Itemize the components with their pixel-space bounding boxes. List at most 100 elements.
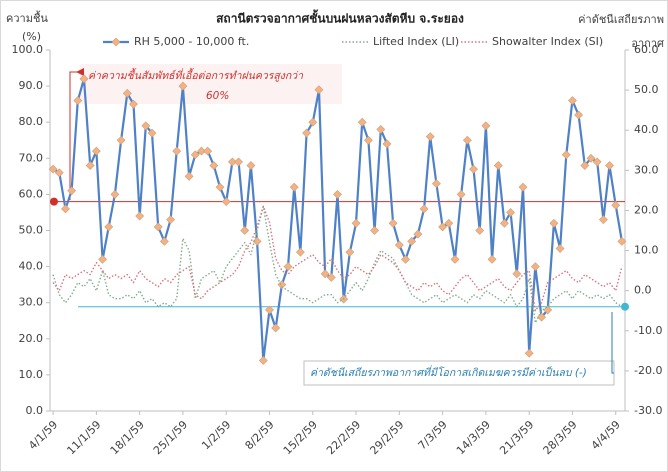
data-point xyxy=(184,171,194,181)
data-point xyxy=(85,161,95,170)
data-point xyxy=(246,161,256,170)
data-point xyxy=(555,244,565,253)
y2-tick-label: 60.0 xyxy=(634,43,659,56)
data-point xyxy=(598,215,608,225)
data-point xyxy=(197,146,206,156)
data-point xyxy=(215,182,225,192)
data-point xyxy=(61,204,70,214)
y2-tick-label: 10.0 xyxy=(634,244,659,257)
data-point xyxy=(388,218,398,228)
data-point xyxy=(487,254,497,264)
data-point xyxy=(561,150,571,160)
data-point xyxy=(549,218,559,228)
annotation: ค่าความชื้นสัมพัทธ์ที่เอื้อต่อการทำฝนควร… xyxy=(88,67,304,82)
data-point xyxy=(48,164,58,174)
legend-label: Lifted Index (LI) xyxy=(373,35,459,48)
data-point xyxy=(314,85,324,95)
series-line xyxy=(52,205,623,312)
data-point xyxy=(122,88,132,98)
chart-title: สถานีตรวจอากาศชั้นบนฝนหลวงสัตหีบ จ.ระยอง xyxy=(216,9,464,26)
data-point xyxy=(611,200,621,210)
data-point xyxy=(537,312,546,322)
data-point xyxy=(308,117,318,127)
data-point xyxy=(530,262,540,272)
data-point xyxy=(574,110,584,120)
data-point xyxy=(326,273,336,282)
data-point xyxy=(320,269,330,279)
data-point xyxy=(234,157,243,167)
data-point xyxy=(363,135,373,145)
y2-tick-label: -10.0 xyxy=(634,324,662,337)
data-point xyxy=(141,121,151,131)
data-point xyxy=(370,226,380,235)
annotation-box xyxy=(80,64,342,104)
annotation-connector xyxy=(611,312,614,374)
data-point xyxy=(104,222,114,232)
data-point xyxy=(580,161,590,170)
data-point xyxy=(240,226,250,235)
data-point xyxy=(135,211,145,221)
data-point xyxy=(252,236,262,246)
y-tick-label: 20.0 xyxy=(19,332,44,345)
y-tick-label: 30.0 xyxy=(19,296,44,309)
y-tick-label: 80.0 xyxy=(19,115,44,128)
data-point xyxy=(568,96,577,105)
data-point xyxy=(469,164,478,174)
series-line xyxy=(52,205,623,324)
data-point xyxy=(425,132,435,142)
data-point xyxy=(586,153,596,163)
annotation-arrow xyxy=(76,68,84,76)
data-point xyxy=(438,222,448,232)
data-point xyxy=(277,280,287,290)
y-tick-label: 70.0 xyxy=(19,151,44,164)
data-point xyxy=(617,236,627,246)
data-point xyxy=(178,81,188,91)
y2-tick-label: 30.0 xyxy=(634,163,659,176)
data-point xyxy=(258,356,268,365)
data-point xyxy=(98,254,107,264)
y-axis-title: ความชื้น xyxy=(6,10,48,25)
data-point xyxy=(271,323,281,333)
annotation: 60% xyxy=(206,90,229,102)
data-point xyxy=(91,146,101,156)
data-point xyxy=(302,128,312,138)
data-point xyxy=(166,215,175,225)
y2-tick-label: 0.0 xyxy=(634,284,652,297)
data-point xyxy=(518,182,528,192)
data-point xyxy=(407,236,417,246)
data-point xyxy=(413,229,423,239)
y-tick-label: 90.0 xyxy=(19,79,44,92)
reference-dot xyxy=(50,197,58,206)
data-point xyxy=(265,305,274,315)
data-point xyxy=(159,236,169,246)
data-point xyxy=(605,161,614,170)
data-point xyxy=(172,146,182,156)
y-tick-label: 40.0 xyxy=(19,260,44,273)
data-point xyxy=(592,157,602,167)
data-point xyxy=(333,189,342,199)
data-point xyxy=(73,96,83,105)
data-point xyxy=(394,240,404,250)
data-point xyxy=(432,179,441,188)
data-point xyxy=(67,186,77,196)
data-point xyxy=(382,139,392,149)
y-tick-label: 10.0 xyxy=(19,368,44,381)
legend-marker xyxy=(111,37,121,47)
data-point xyxy=(345,247,355,257)
data-point xyxy=(500,218,509,228)
y2-tick-label: 50.0 xyxy=(634,83,659,96)
y-tick-label: 60.0 xyxy=(19,187,44,200)
data-point xyxy=(444,218,454,228)
data-point xyxy=(481,121,491,131)
legend-label: RH 5,000 - 10,000 ft. xyxy=(134,35,249,48)
data-point xyxy=(357,117,367,127)
y-tick-label: 0.0 xyxy=(26,404,44,417)
y-tick-label: 50.0 xyxy=(19,224,44,237)
reference-dot xyxy=(621,302,629,311)
y-axis-title: (%) xyxy=(22,30,41,43)
data-point xyxy=(129,99,138,109)
data-point xyxy=(512,269,522,279)
legend-label: Showalter Index (SI) xyxy=(492,35,603,48)
data-point xyxy=(110,189,120,199)
